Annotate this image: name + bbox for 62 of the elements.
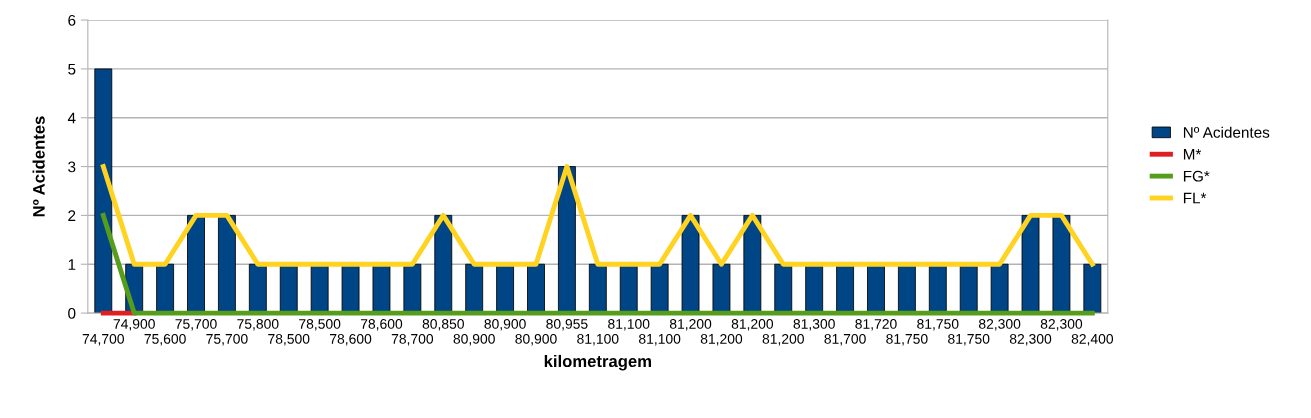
bar [588,263,607,314]
bar [156,263,175,314]
x-tick-label: 74,900 [113,319,155,331]
bar [1021,214,1040,314]
x-tick-label: 81,200 [700,333,743,346]
x-tick-label: 74,700 [82,333,124,346]
x-tick-label: 75,700 [175,319,217,331]
x-tick-label: 78,600 [360,319,403,331]
x-tick-label: 81,750 [886,333,928,346]
x-tick-label: 81,100 [577,333,619,346]
x-tick-label: 78,500 [299,319,341,331]
bar [94,68,113,314]
x-tick-label: 75,600 [144,333,186,346]
bar [465,263,484,314]
x-tick-label: 81,720 [855,319,897,331]
x-tick-label: 82,400 [1071,333,1114,346]
legend-label: Nº Acidentes [1183,126,1270,138]
bar [1083,263,1102,314]
y-tick-label: 1 [68,259,76,270]
bar [403,263,422,314]
x-tick-label: 82,300 [978,319,1021,331]
x-tick-label: 81,750 [917,319,959,331]
x-tick-label: 81,100 [608,319,650,331]
x-axis-title: kilometragem [544,354,651,371]
x-tick-label: 80,900 [484,319,526,331]
legend-label: FG* [1183,170,1210,182]
y-tick-label: 0 [68,307,76,319]
bar [1052,214,1071,314]
legend-label: M* [1183,149,1202,160]
y-tick-label: 3 [68,161,76,173]
x-tick-label: 82,300 [1040,319,1083,331]
x-tick-label: 78,500 [268,333,310,346]
x-tick-label: 75,700 [206,333,248,346]
x-tick-label: 81,750 [948,333,990,346]
bar [527,263,545,314]
bar [248,263,267,314]
x-tick-label: 81,200 [762,333,804,346]
bar [712,263,731,314]
x-tick-label: 81,300 [793,319,835,331]
bar [218,214,236,314]
x-tick-label: 81,200 [669,319,712,331]
x-tick-label: 80,955 [546,319,588,331]
x-tick-label: 80,900 [515,333,557,346]
x-tick-label: 82,300 [1009,333,1052,346]
bar [774,263,793,314]
x-tick-label: 81,700 [824,333,866,346]
x-tick-label: 81,100 [639,333,681,346]
bar [990,263,1009,314]
bar [650,263,669,314]
y-tick-label: 6 [68,14,76,26]
x-tick-label: 80,900 [453,333,495,346]
bar [187,214,205,314]
x-tick-label: 78,700 [391,333,434,346]
y-axis-title: Nº Acidentes [32,116,45,217]
y-tick-label: 4 [67,112,76,124]
y-tick-label: 2 [68,210,76,221]
x-tick-label: 80,850 [422,319,464,331]
legend-label: FL* [1183,192,1207,204]
x-tick-label: 81,200 [731,319,774,331]
y-tick-label: 5 [68,63,76,75]
x-tick-label: 78,600 [330,333,372,346]
x-tick-label: 75,800 [237,319,279,331]
